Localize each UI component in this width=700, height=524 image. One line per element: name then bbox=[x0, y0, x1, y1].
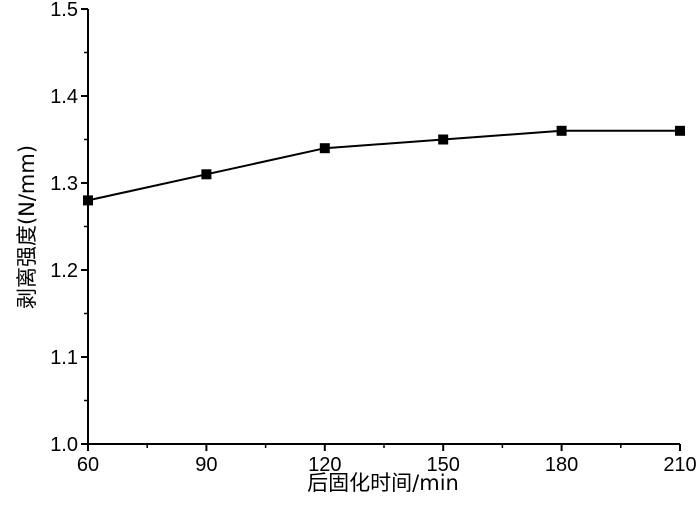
x-tick-label: 180 bbox=[545, 454, 578, 476]
series-line bbox=[87, 129, 680, 202]
tick-labels: 1.0 1.1 1.2 1.3 1.4 1.5 60 90 120 150 180 210 bbox=[50, 0, 697, 476]
data-point bbox=[201, 169, 212, 180]
data-point bbox=[438, 134, 449, 145]
y-tick-label: 1.0 bbox=[50, 434, 78, 456]
y-tick-label: 1.1 bbox=[50, 347, 78, 369]
x-tick-label: 120 bbox=[308, 454, 341, 476]
series bbox=[83, 125, 685, 206]
x-tick-label: 210 bbox=[663, 454, 696, 476]
data-point bbox=[556, 125, 567, 136]
x-tick-label: 60 bbox=[77, 454, 99, 476]
data-point bbox=[675, 125, 685, 136]
x-axis-title: 后固化时间/min bbox=[307, 471, 459, 495]
x-tick-label: 150 bbox=[427, 454, 460, 476]
x-tick-label: 90 bbox=[195, 454, 217, 476]
axes bbox=[87, 9, 680, 445]
ticks bbox=[81, 8, 681, 451]
y-tick-label: 1.2 bbox=[50, 260, 78, 282]
y-tick-label: 1.5 bbox=[50, 0, 78, 21]
y-tick-label: 1.3 bbox=[50, 173, 78, 195]
y-axis-title: 剥离强度(N/mm) bbox=[15, 145, 39, 309]
data-point bbox=[83, 195, 93, 206]
data-point bbox=[319, 143, 330, 154]
y-tick-label: 1.4 bbox=[50, 86, 78, 108]
